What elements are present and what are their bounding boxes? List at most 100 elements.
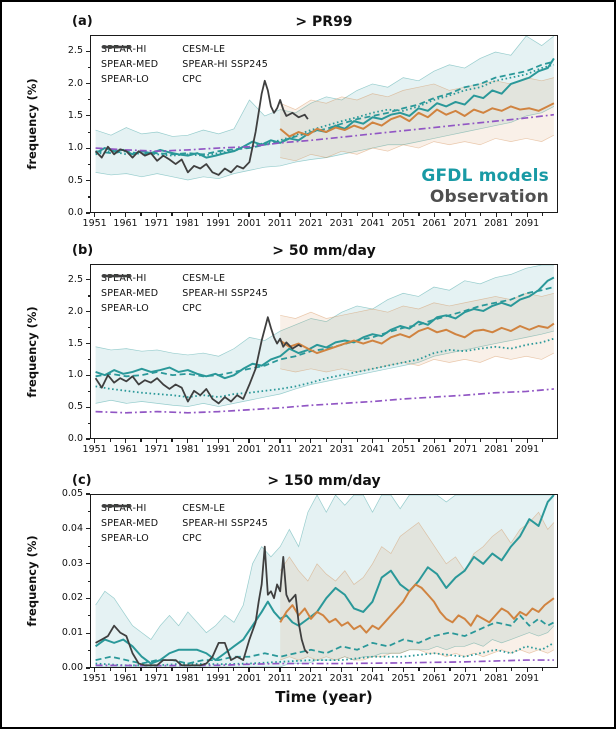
legend-label-spear-lo: SPEAR-LO (101, 74, 149, 85)
x-tick (124, 213, 127, 217)
x-minor-tick (542, 213, 544, 216)
x-tick-label: 2071 (453, 218, 478, 229)
x-minor-tick (511, 213, 513, 216)
series-cpc (94, 79, 309, 176)
x-tick-label: 2031 (329, 444, 354, 455)
y-tick-label: 1.5 (67, 337, 83, 349)
legend-label-spear-med: SPEAR-MED (101, 288, 159, 299)
band-spear-hi-spread (95, 36, 554, 180)
x-tick (155, 439, 157, 443)
x-tick (433, 668, 436, 672)
x-minor-tick (542, 668, 544, 671)
y-minor-tick (87, 66, 90, 69)
y-minor-tick (87, 131, 90, 133)
x-minor-tick (109, 439, 111, 442)
x-minor-tick (233, 668, 235, 671)
band-spear-hi-spread (95, 495, 554, 667)
band-edge-spear-hi-spread (95, 106, 555, 181)
x-minor-tick (264, 439, 266, 442)
y-minor-tick (87, 163, 90, 166)
cpc-line-icon (102, 274, 130, 278)
y-axis-label: frequency (%) (25, 535, 39, 627)
band-edge-spear-hi-spread (95, 330, 555, 407)
annotation-gfdl-models: GFDL models (421, 166, 549, 186)
x-tick-label: 2021 (298, 673, 323, 684)
y-tick-label: 0.04 (61, 522, 83, 534)
legend-item-cpc: CPC (102, 274, 268, 316)
x-tick-label: 2041 (360, 444, 385, 455)
y-minor-tick (87, 422, 90, 424)
x-tick (495, 668, 497, 672)
cpc-line-icon (102, 504, 130, 508)
legend-label-spear-hi: SPEAR-HI (101, 44, 147, 55)
x-minor-tick (140, 213, 142, 216)
y-tick-label: 2.5 (67, 273, 83, 285)
x-tick (402, 213, 405, 217)
x-tick-label: 2011 (267, 444, 293, 455)
x-tick (279, 213, 281, 217)
x-minor-tick (480, 213, 482, 216)
x-minor-tick (233, 439, 235, 442)
x-tick-label: 2091 (515, 218, 540, 229)
y-tick-label: 2.0 (67, 77, 83, 89)
legend-label-spear-med: SPEAR-MED (101, 59, 159, 70)
legend-column: CESM-LE SPEAR-HI SSP245 CPC (102, 42, 269, 87)
legend-item-cpc: CPC (102, 45, 268, 87)
y-tick (86, 311, 90, 313)
x-minor-tick (294, 439, 297, 442)
band-edge-spear-hi-spread (95, 265, 554, 357)
series-spear-hi (95, 276, 555, 380)
x-tick-label: 2061 (422, 444, 447, 455)
x-minor-tick (294, 213, 297, 216)
series-spear-hi-ssp245 (279, 102, 555, 138)
x-tick-label: 1961 (113, 218, 138, 229)
legend-label-cpc: CPC (182, 74, 202, 85)
x-tick (279, 439, 281, 443)
x-minor-tick (387, 668, 389, 671)
y-tick-label: 0.02 (61, 592, 83, 604)
legend: SPEAR-HI SPEAR-MED SPEAR-LO CESM-LE SPEAR-HI… (101, 501, 268, 546)
legend-label-cesm-le: CESM-LE (182, 273, 226, 284)
legend-label-spear-lo: SPEAR-LO (101, 303, 149, 314)
plot-canvas (94, 495, 555, 667)
x-minor-tick (202, 213, 204, 216)
x-tick-label: 2071 (453, 444, 478, 455)
legend-label-spear-hi-ssp245: SPEAR-HI SSP245 (182, 288, 269, 299)
x-minor-tick (418, 668, 420, 671)
series-spear-lo (95, 63, 555, 157)
panel-title: > PR99 (295, 14, 353, 30)
x-tick (94, 439, 96, 443)
x-tick (310, 439, 312, 443)
x-minor-tick (356, 668, 358, 671)
x-minor-tick (418, 439, 420, 442)
x-tick-label: 1981 (175, 673, 200, 684)
y-tick-label: 0.01 (61, 627, 83, 639)
y-tick (86, 528, 90, 530)
legend-label-spear-lo: SPEAR-LO (101, 533, 149, 544)
y-tick (86, 212, 90, 214)
x-tick (464, 439, 466, 443)
x-tick (526, 439, 528, 443)
x-tick-label: 2021 (298, 218, 323, 229)
y-tick (86, 667, 90, 669)
x-tick-label: 1951 (82, 444, 107, 455)
y-axis-label: frequency (%) (25, 78, 39, 170)
band-ssp245-spread (280, 77, 554, 161)
legend-label-cpc: CPC (182, 303, 202, 314)
x-tick-label: 1991 (206, 444, 231, 455)
x-minor-tick (171, 213, 173, 216)
x-tick-label: 1991 (206, 218, 231, 229)
y-tick (86, 342, 90, 345)
y-tick (86, 374, 90, 376)
y-minor-tick (87, 358, 90, 361)
legend-column: CESM-LE SPEAR-HI SSP245 CPC (102, 271, 269, 316)
x-tick-label: 2081 (484, 673, 509, 684)
x-tick-label: 2041 (360, 673, 385, 684)
x-tick (248, 668, 250, 672)
y-tick-label: 2.5 (67, 45, 83, 57)
x-tick-label: 2091 (515, 444, 540, 455)
panel-title: > 150 mm/day (267, 473, 381, 489)
x-tick (310, 668, 312, 672)
legend-label-spear-hi-ssp245: SPEAR-HI SSP245 (182, 59, 269, 70)
